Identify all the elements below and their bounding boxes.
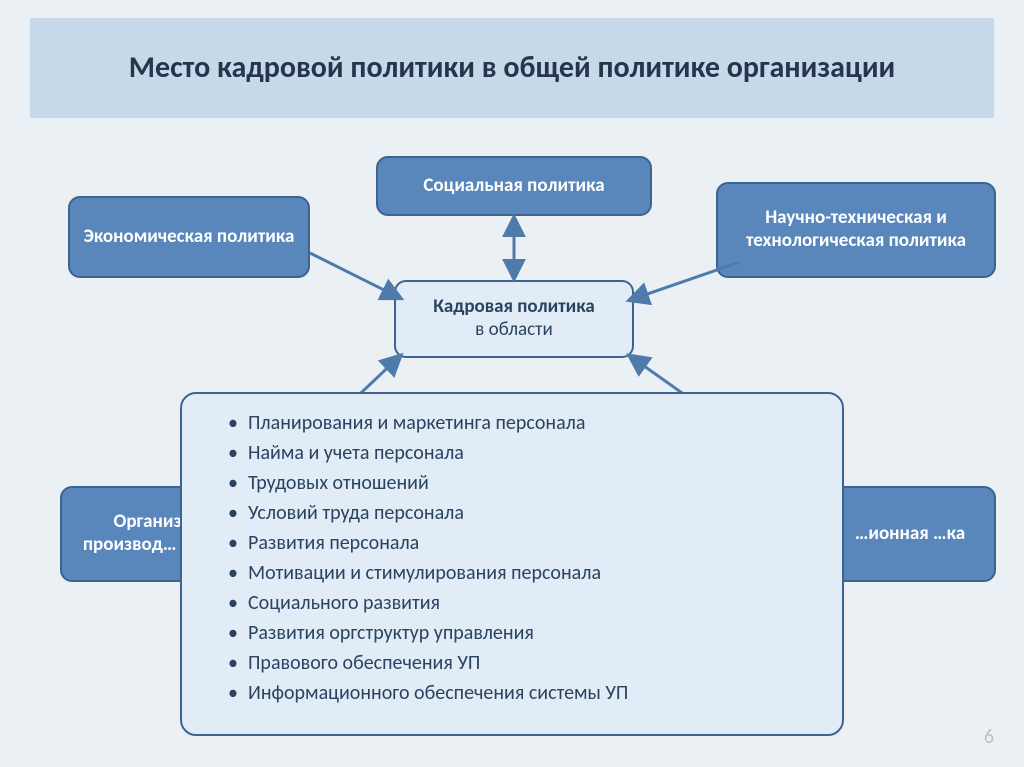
- list-item: Информационного обеспечения системы УП: [228, 678, 812, 708]
- list-item: Найма и учета персонала: [228, 438, 812, 468]
- node-info: …ионная …ка: [824, 486, 996, 582]
- list-item: Развития оргструктур управления: [228, 618, 812, 648]
- list-item: Мотивации и стимулирования персонала: [228, 558, 812, 588]
- node-label: …ионная …ка: [855, 523, 965, 546]
- center-subtitle: в области: [475, 319, 553, 342]
- page-number: 6: [984, 725, 994, 749]
- node-label: Научно-техническая и технологическая пол…: [730, 207, 982, 253]
- center-title: Кадровая политика: [433, 296, 594, 319]
- list-item: Развития персонала: [228, 528, 812, 558]
- node-label: Экономическая политика: [84, 226, 295, 249]
- list-panel: Планирования и маркетинга персоналаНайма…: [180, 392, 844, 736]
- node-scitech: Научно-техническая и технологическая пол…: [716, 182, 996, 278]
- list-item: Трудовых отношений: [228, 468, 812, 498]
- node-center: Кадровая политика в области: [394, 280, 634, 358]
- node-label: Социальная политика: [423, 175, 604, 198]
- list-item: Условий труда персонала: [228, 498, 812, 528]
- list-item: Правового обеспечения УП: [228, 648, 812, 678]
- list-item: Социального развития: [228, 588, 812, 618]
- list: Планирования и маркетинга персоналаНайма…: [228, 408, 812, 708]
- title-bar: Место кадровой политики в общей политике…: [30, 18, 994, 118]
- node-social: Социальная политика: [376, 156, 652, 216]
- node-economic: Экономическая политика: [68, 196, 310, 278]
- list-item: Планирования и маркетинга персонала: [228, 408, 812, 438]
- page-title: Место кадровой политики в общей политике…: [129, 49, 895, 87]
